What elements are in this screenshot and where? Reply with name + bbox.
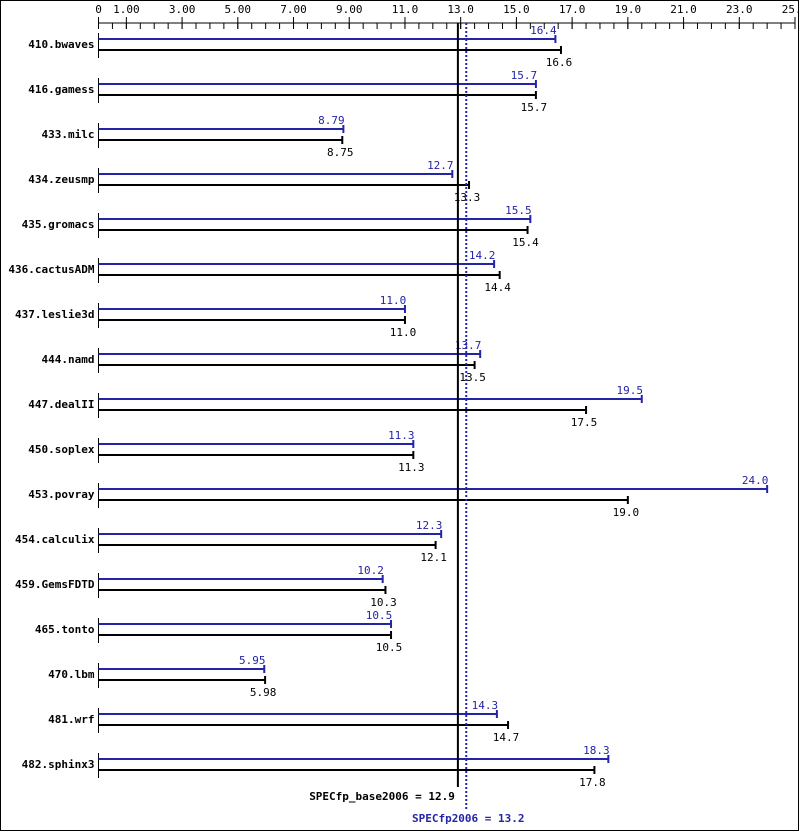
peak-value-label: 15.7 [511, 69, 538, 82]
peak-value-label: 11.0 [380, 294, 407, 307]
x-tick-label: 21.0 [670, 3, 697, 16]
peak-value-label: 5.95 [239, 654, 266, 667]
x-tick-label: 9.00 [336, 3, 363, 16]
benchmark-label: 481.wrf [48, 713, 94, 726]
x-tick-label: 17.0 [559, 3, 586, 16]
x-tick-label: 5.00 [225, 3, 252, 16]
benchmark-label: 410.bwaves [28, 38, 94, 51]
x-tick-label: 19.0 [615, 3, 642, 16]
benchmark-label: 433.milc [42, 128, 95, 141]
x-tick-label: 13.0 [447, 3, 474, 16]
base-value-label: 13.5 [459, 371, 486, 384]
benchmark-label: 447.dealII [28, 398, 94, 411]
benchmark-label: 450.soplex [28, 443, 95, 456]
peak-value-label: 13.7 [455, 339, 482, 352]
base-value-label: 15.7 [521, 101, 548, 114]
x-tick-label: 15.0 [503, 3, 530, 16]
x-tick-label: 1.00 [113, 3, 140, 16]
base-value-label: 14.7 [493, 731, 520, 744]
peak-value-label: 10.5 [366, 609, 393, 622]
peak-value-label: 12.3 [416, 519, 443, 532]
benchmark-label: 416.gamess [28, 83, 94, 96]
benchmark-label: 434.zeusmp [28, 173, 95, 186]
base-value-label: 10.3 [370, 596, 397, 609]
base-value-label: 13.3 [454, 191, 481, 204]
peak-value-label: 14.3 [472, 699, 499, 712]
x-tick-label: 3.00 [169, 3, 196, 16]
peak-summary-label: SPECfp2006 = 13.2 [412, 812, 525, 825]
base-value-label: 5.98 [250, 686, 277, 699]
peak-value-label: 12.7 [427, 159, 454, 172]
benchmark-label: 436.cactusADM [8, 263, 94, 276]
x-tick-label: 23.0 [726, 3, 753, 16]
benchmark-label: 435.gromacs [22, 218, 95, 231]
base-value-label: 11.0 [390, 326, 417, 339]
peak-value-label: 15.5 [505, 204, 532, 217]
peak-value-label: 14.2 [469, 249, 496, 262]
base-value-label: 8.75 [327, 146, 354, 159]
base-value-label: 15.4 [512, 236, 539, 249]
x-tick-label: 7.00 [280, 3, 307, 16]
peak-value-label: 18.3 [583, 744, 610, 757]
base-summary-label: SPECfp_base2006 = 12.9 [309, 790, 455, 803]
base-value-label: 16.6 [546, 56, 573, 69]
x-tick-label: 11.0 [392, 3, 419, 16]
peak-value-label: 24.0 [742, 474, 769, 487]
benchmark-label: 482.sphinx3 [22, 758, 95, 771]
benchmark-label: 444.namd [42, 353, 95, 366]
x-tick-label: 25.0 [782, 3, 799, 16]
base-value-label: 17.8 [579, 776, 606, 789]
peak-value-label: 11.3 [388, 429, 415, 442]
benchmark-label: 459.GemsFDTD [15, 578, 95, 591]
benchmark-label: 470.lbm [48, 668, 95, 681]
benchmark-label: 454.calculix [15, 533, 95, 546]
x-tick-label: 0 [95, 3, 102, 16]
base-value-label: 17.5 [571, 416, 598, 429]
benchmark-label: 437.leslie3d [15, 308, 94, 321]
base-value-label: 14.4 [484, 281, 511, 294]
base-value-label: 12.1 [420, 551, 447, 564]
peak-value-label: 10.2 [357, 564, 384, 577]
base-value-label: 10.5 [376, 641, 403, 654]
peak-value-label: 19.5 [617, 384, 644, 397]
benchmark-label: 453.povray [28, 488, 95, 501]
base-value-label: 11.3 [398, 461, 425, 474]
base-value-label: 19.0 [613, 506, 640, 519]
benchmark-label: 465.tonto [35, 623, 95, 636]
peak-value-label: 16.4 [530, 24, 557, 37]
peak-value-label: 8.79 [318, 114, 345, 127]
